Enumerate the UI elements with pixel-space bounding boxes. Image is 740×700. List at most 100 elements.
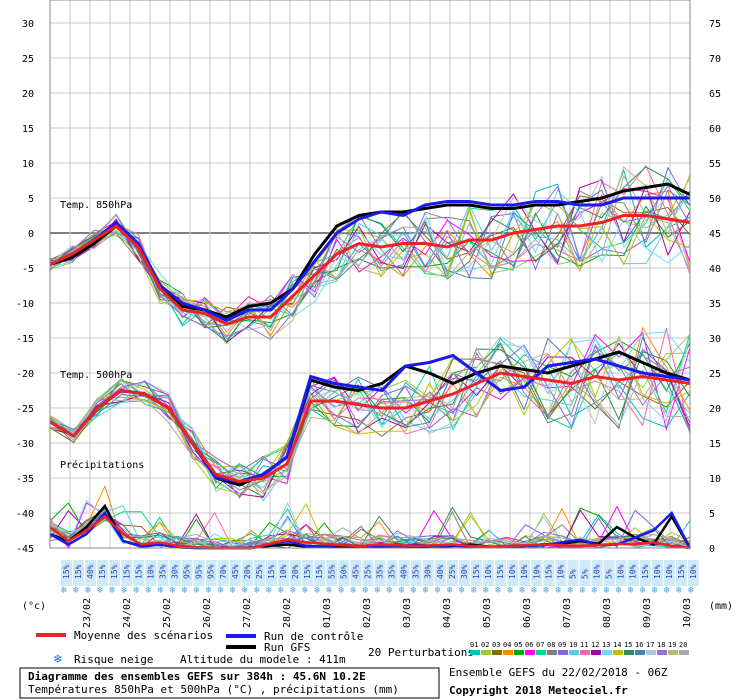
snow-risk-value: 95% xyxy=(183,564,192,579)
snow-risk-value: 45% xyxy=(231,564,240,579)
snow-risk-value: 10% xyxy=(653,564,662,579)
snow-risk-cell xyxy=(446,560,458,586)
y-tick-label-right: 45 xyxy=(709,229,721,240)
label-temp-500: Temp. 500hPa xyxy=(60,370,132,381)
ensemble-date-label: Ensemble GEFS du 22/02/2018 - 06Z xyxy=(449,666,668,679)
perturbation-17-t500 xyxy=(49,335,691,485)
snow-risk-flake: ❄ xyxy=(121,585,128,596)
perturbation-number: 17 xyxy=(646,641,654,649)
snow-risk-flake: ❄ xyxy=(411,585,418,596)
x-date-label: 28/02 xyxy=(282,598,293,628)
snow-risk-flake: ❄ xyxy=(362,585,369,596)
snow-risk-value: 50% xyxy=(339,564,348,579)
snow-risk-flake: ❄ xyxy=(133,585,140,596)
snow-risk-flake: ❄ xyxy=(145,585,152,596)
snow-risk-cell xyxy=(181,560,193,586)
snow-risk-cell xyxy=(422,560,434,586)
snow-risk-flake: ❄ xyxy=(387,585,394,596)
copyright-label: Copyright 2018 Meteociel.fr xyxy=(449,684,628,697)
perturbation-swatch xyxy=(613,650,623,655)
snow-risk-flake: ❄ xyxy=(278,585,285,596)
snow-risk-value: 10% xyxy=(665,564,674,579)
snow-risk-flake: ❄ xyxy=(447,585,454,596)
snow-risk-value: 15% xyxy=(641,564,650,579)
perturbation-number: 01 xyxy=(470,641,478,649)
snow-risk-value: 35% xyxy=(158,564,167,579)
snow-risk-cell xyxy=(531,560,543,586)
snow-risk-cell xyxy=(97,560,109,586)
snow-risk-flake: ❄ xyxy=(194,585,201,596)
snowflake-icon: ❄ xyxy=(53,652,62,667)
y-tick-label-right: 5 xyxy=(709,509,715,520)
perturbation-number: 13 xyxy=(602,641,610,649)
y-tick-label-left: -25 xyxy=(16,404,34,415)
perturbation-4-t850 xyxy=(49,190,691,337)
snow-risk-flake: ❄ xyxy=(459,585,466,596)
snow-risk-flake: ❄ xyxy=(170,585,177,596)
perturbation-swatch xyxy=(547,650,557,655)
snow-risk-cell xyxy=(639,560,651,586)
snow-risk-cell xyxy=(265,560,277,586)
snow-risk-cell xyxy=(495,560,507,586)
label-precipitations: Précipitations xyxy=(60,459,144,471)
snow-risk-cell xyxy=(386,560,398,586)
snow-risk-value: 10% xyxy=(508,564,517,579)
perturbation-swatch xyxy=(525,650,535,655)
snow-risk-cell xyxy=(410,560,422,586)
y-tick-label-left: -45 xyxy=(16,544,34,555)
snow-risk-cell xyxy=(302,560,314,586)
snow-risk-flake: ❄ xyxy=(109,585,116,596)
snow-risk-value: 40% xyxy=(86,564,95,579)
snow-risk-cell xyxy=(314,560,326,586)
snow-risk-flake: ❄ xyxy=(302,585,309,596)
snow-risk-value: 10% xyxy=(146,564,155,579)
snow-risk-cell xyxy=(434,560,446,586)
snow-risk-flake: ❄ xyxy=(628,585,635,596)
legend-control-label: Run de contrôle xyxy=(264,630,363,643)
series-t850-1 xyxy=(49,196,690,323)
y-tick-label-left: -40 xyxy=(16,509,34,520)
snow-risk-value: 15% xyxy=(315,564,324,579)
snow-risk-value: 10% xyxy=(556,564,565,579)
snow-risk-flake: ❄ xyxy=(592,585,599,596)
y-tick-label-right: 20 xyxy=(709,404,721,415)
snow-risk-value: 15% xyxy=(98,564,107,579)
perturbation-swatch xyxy=(646,650,656,655)
y-tick-label-right: 55 xyxy=(709,159,721,170)
y-tick-label-left: 25 xyxy=(22,54,34,65)
snow-risk-cell xyxy=(338,560,350,586)
y-tick-label-right: 15 xyxy=(709,439,721,450)
x-date-label: 10/03 xyxy=(682,598,693,628)
snow-risk-value: 40% xyxy=(436,564,445,579)
snow-risk-cell xyxy=(217,560,229,586)
y-tick-label-left: 30 xyxy=(22,19,34,30)
x-date-label: 04/03 xyxy=(442,598,453,628)
snow-risk-value: 15% xyxy=(110,564,119,579)
snow-risk-value: 10% xyxy=(629,564,638,579)
snow-risk-value: 95% xyxy=(195,564,204,579)
snow-risk-cell xyxy=(398,560,410,586)
snow-risk-cell xyxy=(121,560,133,586)
snow-risk-flake: ❄ xyxy=(495,585,502,596)
snow-risk-value: 10% xyxy=(593,564,602,579)
perturbation-swatch xyxy=(536,650,546,655)
x-date-label: 05/03 xyxy=(482,598,493,628)
y-tick-label-right: 75 xyxy=(709,19,721,30)
snow-risk-cell xyxy=(374,560,386,586)
snow-risk-flake: ❄ xyxy=(555,585,562,596)
snow-risk-value: 35% xyxy=(388,564,397,579)
perturbation-number: 03 xyxy=(492,641,500,649)
perturbation-number: 16 xyxy=(635,641,643,649)
snow-risk-flake: ❄ xyxy=(338,585,345,596)
snow-risk-flake: ❄ xyxy=(254,585,261,596)
snow-risk-value: 25% xyxy=(363,564,372,579)
perturbation-swatch xyxy=(503,650,513,655)
perturbation-number: 11 xyxy=(580,641,588,649)
snow-risk-flake: ❄ xyxy=(567,585,574,596)
x-date-label: 23/02 xyxy=(82,598,93,628)
perturbation-number: 06 xyxy=(525,641,533,649)
perturbation-number: 15 xyxy=(624,641,632,649)
snow-risk-cell xyxy=(241,560,253,586)
y-tick-label-right: 50 xyxy=(709,194,721,205)
